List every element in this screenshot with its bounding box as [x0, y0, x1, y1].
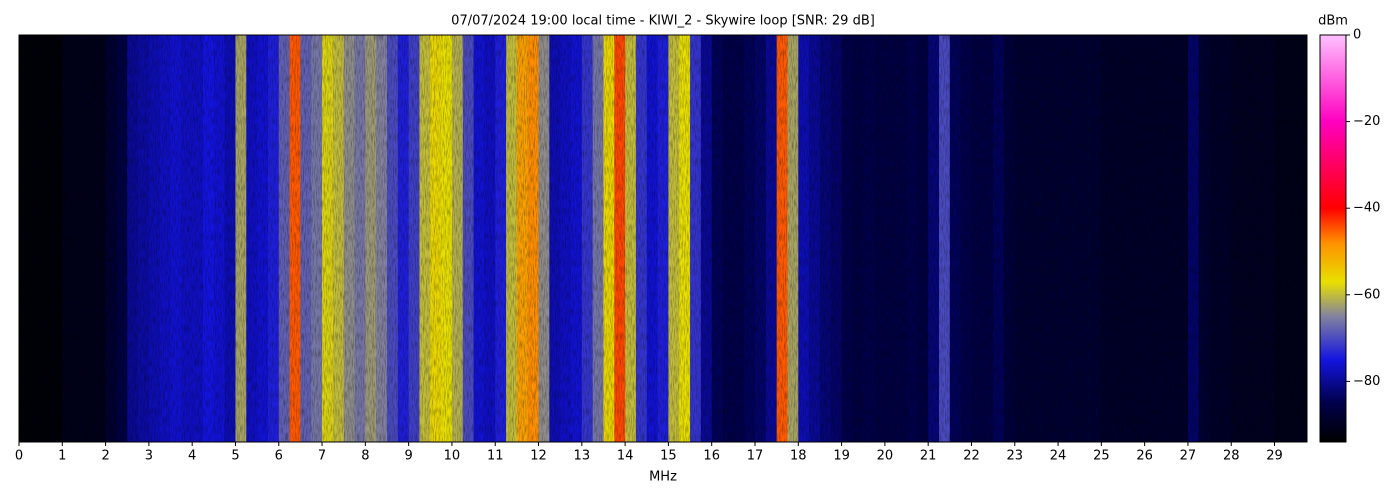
x-tick-label: 15 — [660, 449, 677, 464]
x-tick-label: 28 — [1223, 449, 1240, 464]
x-tick-label: 19 — [833, 449, 850, 464]
colorbar-tick-label: −20 — [1353, 114, 1380, 129]
x-tick-label: 2 — [101, 449, 109, 464]
colorbar-tick-label: −80 — [1353, 374, 1380, 389]
x-tick-label: 6 — [275, 449, 283, 464]
x-tick-label: 5 — [231, 449, 239, 464]
x-tick-label: 0 — [15, 449, 23, 464]
x-tick-label: 26 — [1136, 449, 1153, 464]
x-axis-label: MHz — [649, 470, 677, 485]
x-tick-label: 1 — [58, 449, 66, 464]
x-tick-label: 16 — [703, 449, 720, 464]
x-tick-label: 17 — [747, 449, 764, 464]
x-tick-label: 23 — [1006, 449, 1023, 464]
x-tick-label: 13 — [574, 449, 591, 464]
x-tick-label: 11 — [487, 449, 504, 464]
x-tick-label: 14 — [617, 449, 634, 464]
x-tick-label: 10 — [444, 449, 461, 464]
colorbar — [1319, 34, 1347, 443]
x-tick-label: 7 — [318, 449, 326, 464]
colorbar-tick-label: −60 — [1353, 287, 1380, 302]
x-tick-label: 4 — [188, 449, 196, 464]
chart-title: 07/07/2024 19:00 local time - KIWI_2 - S… — [451, 14, 875, 29]
x-tick-label: 27 — [1180, 449, 1197, 464]
x-tick-label: 20 — [877, 449, 894, 464]
colorbar-label: dBm — [1318, 14, 1348, 29]
colorbar-tick-label: −40 — [1353, 201, 1380, 216]
plot-frame — [18, 34, 1308, 443]
x-tick-label: 21 — [920, 449, 937, 464]
x-tick-label: 3 — [145, 449, 153, 464]
x-tick-label: 18 — [790, 449, 807, 464]
colorbar-tick-label: 0 — [1353, 28, 1361, 43]
x-tick-label: 22 — [963, 449, 980, 464]
x-tick-label: 12 — [530, 449, 547, 464]
x-tick-label: 9 — [405, 449, 413, 464]
x-tick-label: 8 — [361, 449, 369, 464]
x-tick-label: 29 — [1266, 449, 1283, 464]
x-tick-label: 24 — [1050, 449, 1067, 464]
x-tick-label: 25 — [1093, 449, 1110, 464]
texture — [19, 35, 1307, 442]
